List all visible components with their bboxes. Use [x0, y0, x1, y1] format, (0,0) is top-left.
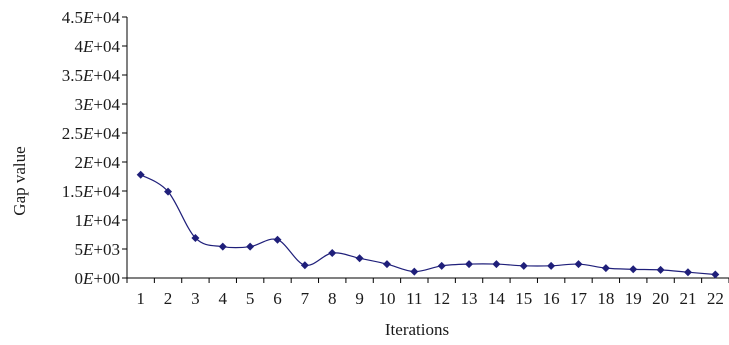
x-tick-label: 12: [433, 289, 450, 308]
x-tick-label: 14: [488, 289, 506, 308]
data-point-marker: [164, 187, 173, 196]
data-point-marker: [574, 260, 583, 269]
x-tick-label: 6: [273, 289, 282, 308]
x-tick-label: 7: [301, 289, 310, 308]
y-tick-label: 2E+04: [75, 153, 121, 172]
data-point-marker: [273, 235, 282, 244]
series-markers: [136, 170, 720, 279]
x-tick-label: 1: [136, 289, 145, 308]
x-tick-label: 8: [328, 289, 337, 308]
data-point-marker: [492, 260, 501, 269]
x-tick-label: 21: [679, 289, 696, 308]
x-axis-title: Iterations: [385, 320, 449, 339]
y-tick-label: 1.5E+04: [62, 182, 121, 201]
y-axis-ticks: 0E+00 5E+03 1E+04 1.5E+04 2E+04 2.5E+04 3E+04 3…: [62, 8, 127, 288]
x-tick-label: 13: [461, 289, 478, 308]
y-tick-label: 4E+04: [75, 37, 121, 56]
data-point-marker: [629, 265, 638, 274]
data-point-marker: [711, 270, 720, 279]
x-tick-label: 19: [625, 289, 642, 308]
data-point-marker: [547, 261, 556, 270]
x-tick-label: 17: [570, 289, 588, 308]
x-tick-label: 20: [652, 289, 669, 308]
y-tick-label: 3.5E+04: [62, 66, 121, 85]
data-point-marker: [601, 264, 610, 273]
x-axis-ticks: 1 2 3 4 5 6 7 8 9 10 11 12 13 14 15 16 17 18 19 20 21 22: [126, 278, 729, 308]
y-tick-label: 2.5E+04: [62, 124, 121, 143]
x-tick-label: 22: [707, 289, 724, 308]
x-tick-label: 10: [378, 289, 395, 308]
y-tick-label: 0E+00: [75, 269, 120, 288]
x-tick-label: 5: [246, 289, 255, 308]
x-tick-label: 9: [355, 289, 364, 308]
y-tick-label: 5E+03: [75, 240, 120, 259]
data-point-marker: [328, 249, 337, 258]
y-tick-label: 4.5E+04: [62, 8, 121, 27]
data-point-marker: [218, 242, 227, 251]
data-point-marker: [410, 267, 419, 276]
data-point-marker: [683, 268, 692, 277]
x-tick-label: 15: [515, 289, 532, 308]
data-point-marker: [465, 260, 474, 269]
x-tick-label: 11: [406, 289, 422, 308]
data-point-marker: [656, 265, 665, 274]
y-tick-label: 3E+04: [75, 95, 121, 114]
x-tick-label: 2: [164, 289, 173, 308]
series-line: [140, 174, 716, 276]
data-point-marker: [246, 242, 255, 251]
data-point-marker: [519, 261, 528, 270]
data-point-marker: [437, 261, 446, 270]
data-point-marker: [355, 254, 364, 263]
data-point-marker: [191, 233, 200, 242]
x-tick-label: 4: [219, 289, 228, 308]
data-point-marker: [136, 170, 145, 179]
y-tick-label: 1E+04: [75, 211, 121, 230]
y-axis-title: Gap value: [10, 146, 29, 215]
data-point-marker: [300, 261, 309, 270]
x-tick-label: 18: [597, 289, 614, 308]
x-tick-label: 3: [191, 289, 200, 308]
x-tick-label: 16: [543, 289, 560, 308]
data-point-marker: [382, 260, 391, 269]
